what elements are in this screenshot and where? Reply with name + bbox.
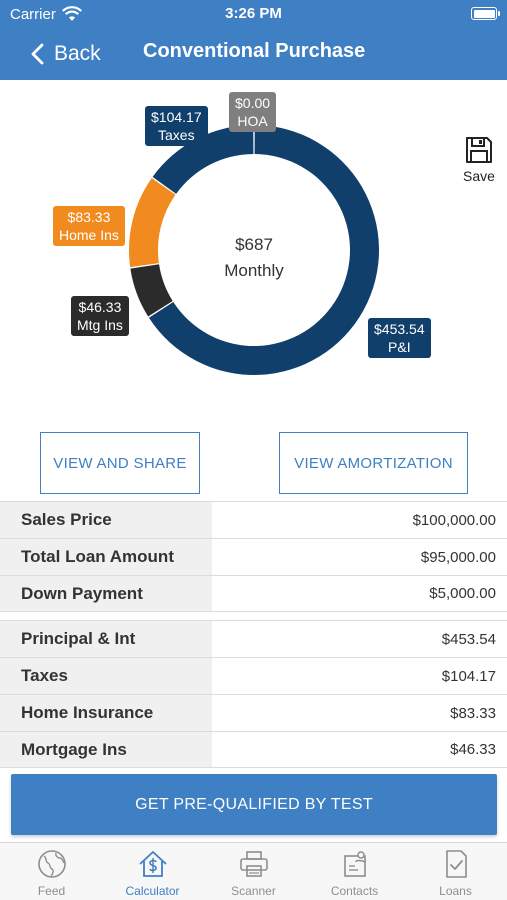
row-label: Total Loan Amount (0, 539, 212, 575)
slice-name: Taxes (158, 127, 195, 143)
slice-name: P&I (388, 339, 411, 355)
get-pre-qualified-button[interactable]: GET PRE-QUALIFIED BY TEST (11, 774, 497, 835)
battery-icon (471, 7, 500, 20)
row-label: Mortgage Ins (0, 732, 212, 767)
nav-bar: Back Conventional Purchase (0, 30, 507, 78)
table-row: Home Insurance $83.33 (0, 694, 507, 731)
tab-label: Calculator (125, 884, 180, 898)
row-label: Home Insurance (0, 695, 212, 731)
loan-summary-table: Sales Price $100,000.00 Total Loan Amoun… (0, 501, 507, 612)
chart-center-label: Monthly (224, 261, 284, 280)
chart-center-amount: $687 (235, 235, 273, 254)
slice-value: $0.00 (235, 95, 271, 111)
row-label: Sales Price (0, 502, 212, 538)
wifi-icon (62, 6, 82, 21)
tab-label: Feed (37, 884, 66, 898)
page-title: Conventional Purchase (143, 40, 366, 62)
tab-label: Loans (439, 884, 472, 898)
slice-value: $453.54 (374, 321, 425, 337)
printer-icon (239, 851, 268, 877)
status-time: 3:26 PM (225, 5, 282, 22)
globe-icon (37, 850, 66, 878)
donut-chart: $687 Monthly (129, 125, 380, 375)
slice-name: Mtg Ins (77, 317, 123, 333)
tab-label: Scanner (231, 884, 276, 898)
row-value: $104.17 (441, 667, 496, 685)
table-row: Mortgage Ins $46.33 (0, 731, 507, 768)
row-value: $46.33 (450, 741, 496, 758)
view-and-share-button[interactable]: VIEW AND SHARE (40, 432, 200, 494)
chevron-left-icon (31, 43, 44, 65)
top-bar: Carrier 3:26 PM Back Conventional Purcha… (0, 0, 507, 80)
slice-value: $83.33 (67, 209, 111, 225)
row-label: Down Payment (0, 576, 212, 611)
table-row: Principal & Int $453.54 (0, 620, 507, 657)
table-row: Total Loan Amount $95,000.00 (0, 538, 507, 575)
view-amortization-button[interactable]: VIEW AMORTIZATION (279, 432, 468, 494)
slice-name: HOA (237, 113, 268, 129)
tab-label: Contacts (330, 884, 379, 898)
table-row: Sales Price $100,000.00 (0, 501, 507, 538)
donut-slice-home-ins (129, 178, 176, 268)
row-value: $5,000.00 (429, 585, 496, 602)
slice-label-home-ins: $83.33 Home Ins (53, 206, 125, 246)
slice-label-mtg-ins: $46.33 Mtg Ins (71, 296, 129, 336)
donut-slice-mtg-ins (130, 264, 173, 317)
row-label: Principal & Int (0, 621, 212, 657)
tab-feed[interactable]: Feed (1, 847, 102, 899)
row-value: $95,000.00 (420, 548, 496, 566)
save-label: Save (463, 168, 495, 184)
back-button[interactable]: Back (30, 38, 101, 70)
back-label: Back (54, 42, 101, 65)
status-bar: Carrier 3:26 PM (0, 0, 507, 28)
tab-scanner[interactable]: Scanner (203, 847, 304, 899)
contacts-icon (343, 851, 366, 877)
save-button[interactable]: Save (458, 136, 500, 184)
floppy-disk-icon (466, 137, 492, 163)
house-dollar-icon (138, 851, 167, 877)
row-value: $453.54 (441, 630, 496, 648)
donut-slice-taxes (152, 125, 254, 194)
row-label: Taxes (0, 658, 212, 694)
slice-label-pi: $453.54 P&I (368, 318, 431, 358)
tab-contacts[interactable]: Contacts (304, 847, 405, 899)
table-row: Down Payment $5,000.00 (0, 575, 507, 612)
payment-breakdown-table: Principal & Int $453.54 Taxes $104.17 Ho… (0, 620, 507, 768)
carrier-label: Carrier (10, 6, 56, 23)
tab-calculator[interactable]: Calculator (102, 847, 203, 899)
tab-loans[interactable]: Loans (405, 847, 506, 899)
slice-label-taxes: $104.17 Taxes (145, 106, 208, 146)
row-value: $83.33 (450, 704, 496, 722)
tab-bar: Feed Calculator Scanner Contacts (0, 842, 507, 900)
row-value: $100,000.00 (412, 511, 496, 529)
slice-name: Home Ins (59, 227, 119, 243)
table-row: Taxes $104.17 (0, 657, 507, 694)
slice-label-hoa: $0.00 HOA (229, 92, 277, 132)
slice-value: $46.33 (78, 299, 122, 315)
document-check-icon (445, 850, 467, 878)
payment-chart: $687 Monthly $104.17 Taxes $0.00 HOA $83… (0, 80, 507, 420)
slice-value: $104.17 (151, 109, 202, 125)
